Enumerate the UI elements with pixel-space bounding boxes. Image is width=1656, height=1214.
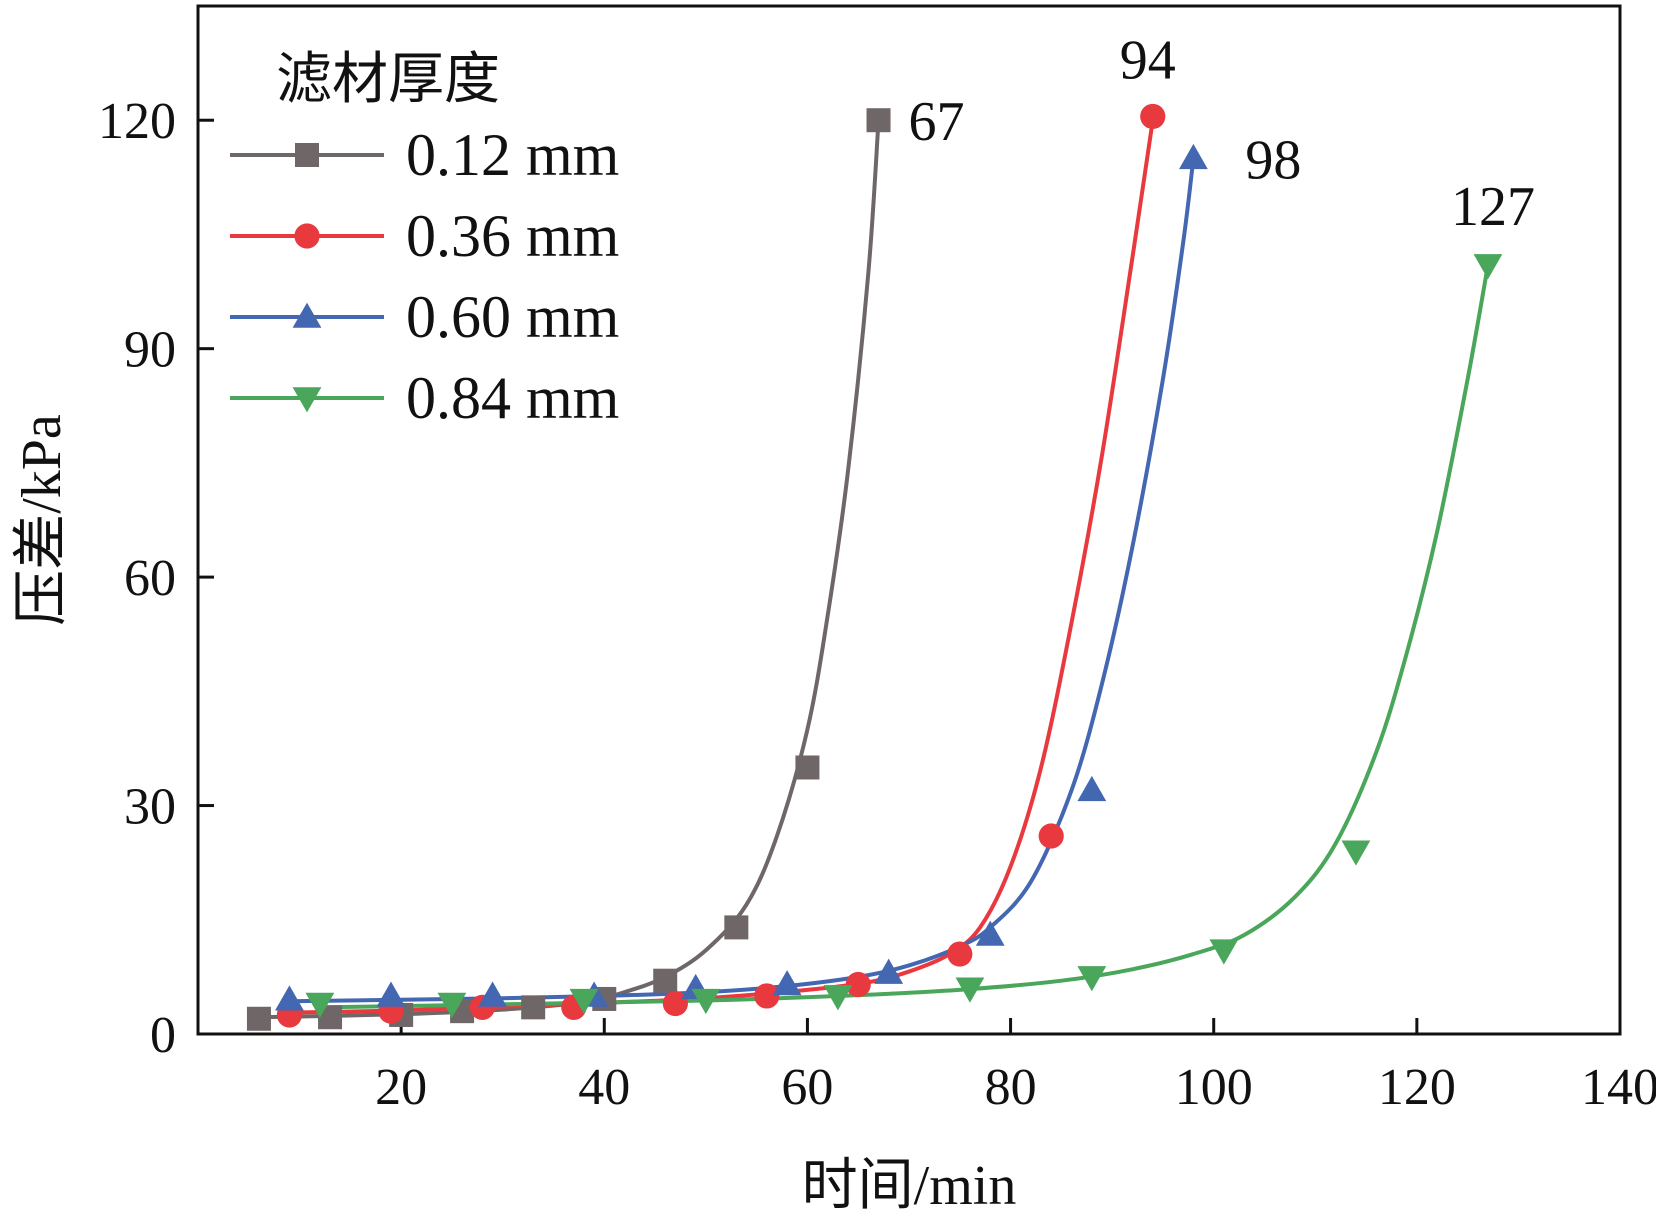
data-point-series-4 bbox=[305, 992, 335, 1018]
fit-curve-series-1 bbox=[258, 120, 881, 1020]
data-point-series-3 bbox=[376, 981, 406, 1007]
end-label-series-1: 67 bbox=[909, 91, 965, 153]
x-tick-label: 140 bbox=[1581, 1059, 1656, 1116]
data-point-series-3 bbox=[772, 970, 802, 996]
data-point-series-4 bbox=[823, 985, 853, 1011]
data-point-series-3 bbox=[874, 958, 904, 984]
data-point-series-4 bbox=[691, 988, 721, 1015]
data-point-series-4 bbox=[1077, 966, 1107, 992]
legend-marker-series-3 bbox=[292, 302, 322, 328]
data-point-series-1 bbox=[866, 108, 891, 133]
x-tick-label: 20 bbox=[375, 1059, 427, 1116]
plot-frame bbox=[196, 4, 1622, 1036]
data-point-series-2 bbox=[662, 990, 688, 1017]
data-point-series-4 bbox=[1473, 254, 1503, 280]
end-label-series-4: 127 bbox=[1451, 176, 1535, 238]
data-point-series-1 bbox=[653, 968, 678, 993]
legend-marker-series-1 bbox=[295, 143, 319, 167]
data-point-series-3 bbox=[478, 981, 507, 1007]
x-tick-label: 60 bbox=[781, 1059, 833, 1116]
axes-layer: 20 40 60 80 100 120 140 0 30 60 90 120 时间/min 压差/kPa bbox=[11, 4, 1656, 1214]
data-point-series-3 bbox=[1077, 775, 1107, 802]
legend-title: 滤材厚度 bbox=[276, 49, 500, 111]
data-point-series-2 bbox=[754, 983, 780, 1009]
data-point-series-2 bbox=[1038, 823, 1064, 849]
y-tick-label: 90 bbox=[124, 322, 176, 379]
data-point-series-1 bbox=[521, 995, 546, 1020]
legend-label-series-4: 0.84 mm bbox=[406, 365, 619, 431]
data-point-series-1 bbox=[795, 755, 820, 780]
x-tick-label: 120 bbox=[1378, 1059, 1456, 1116]
data-point-series-2 bbox=[1140, 103, 1166, 130]
x-tick-label: 80 bbox=[985, 1059, 1037, 1116]
data-point-series-3 bbox=[975, 920, 1005, 946]
data-point-series-4 bbox=[569, 988, 599, 1015]
x-tick-label: 100 bbox=[1175, 1059, 1253, 1116]
data-points-layer bbox=[246, 103, 1503, 1031]
data-point-series-4 bbox=[437, 992, 467, 1018]
y-axis-title: 压差/kPa bbox=[11, 414, 73, 626]
end-labels-layer: 67 94 98 127 bbox=[909, 29, 1535, 237]
fit-curve-series-3 bbox=[289, 158, 1196, 1004]
legend-marker-series-4 bbox=[292, 387, 322, 413]
data-point-series-4 bbox=[955, 977, 985, 1003]
y-tick-label: 30 bbox=[124, 779, 176, 836]
x-tick-label: 40 bbox=[578, 1059, 630, 1116]
data-point-series-4 bbox=[1209, 939, 1239, 965]
data-point-series-1 bbox=[724, 915, 749, 940]
legend-label-series-3: 0.60 mm bbox=[406, 284, 619, 350]
data-point-series-4 bbox=[1341, 840, 1371, 866]
end-label-series-3: 98 bbox=[1245, 129, 1301, 191]
legend: 滤材厚度 0.12 mm 0.36 mm 0.60 mm 0.84 mm bbox=[230, 49, 619, 431]
legend-label-series-2: 0.36 mm bbox=[406, 203, 619, 269]
data-point-series-2 bbox=[947, 941, 973, 967]
y-tick-label: 120 bbox=[98, 93, 176, 150]
y-tick-label: 0 bbox=[150, 1007, 176, 1064]
x-axis-title: 时间/min bbox=[802, 1155, 1017, 1214]
end-label-series-2: 94 bbox=[1120, 29, 1176, 91]
legend-label-series-1: 0.12 mm bbox=[406, 122, 619, 188]
data-point-series-1 bbox=[246, 1006, 271, 1031]
data-point-series-2 bbox=[845, 971, 871, 998]
data-point-series-3 bbox=[1179, 143, 1208, 170]
y-tick-label: 60 bbox=[124, 550, 176, 607]
legend-marker-series-2 bbox=[294, 223, 320, 249]
data-point-series-3 bbox=[275, 985, 304, 1011]
